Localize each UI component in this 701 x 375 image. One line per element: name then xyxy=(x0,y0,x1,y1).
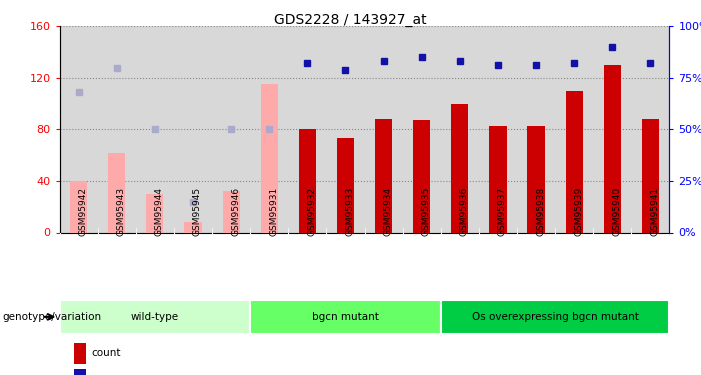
Text: genotype/variation: genotype/variation xyxy=(2,312,101,322)
Text: count: count xyxy=(92,348,121,358)
Bar xyxy=(604,65,621,232)
Bar xyxy=(299,129,316,232)
Text: GSM95943: GSM95943 xyxy=(117,187,125,236)
Text: GSM95942: GSM95942 xyxy=(79,187,88,236)
Bar xyxy=(337,138,354,232)
Bar xyxy=(108,153,125,232)
Text: GSM95931: GSM95931 xyxy=(269,187,278,236)
Text: GSM95945: GSM95945 xyxy=(193,187,202,236)
Bar xyxy=(70,181,87,232)
Text: GSM95944: GSM95944 xyxy=(155,187,164,236)
Text: GSM95935: GSM95935 xyxy=(422,187,430,236)
Bar xyxy=(527,126,545,232)
Bar xyxy=(566,91,583,232)
Text: wild-type: wild-type xyxy=(131,312,179,322)
Text: Os overexpressing bgcn mutant: Os overexpressing bgcn mutant xyxy=(472,312,639,322)
Text: GSM95938: GSM95938 xyxy=(536,187,545,236)
Text: GSM95940: GSM95940 xyxy=(612,187,621,236)
Bar xyxy=(147,194,163,232)
Text: GSM95941: GSM95941 xyxy=(651,187,660,236)
Bar xyxy=(60,300,250,334)
Bar xyxy=(375,119,392,232)
Text: GSM95937: GSM95937 xyxy=(498,187,507,236)
Text: GSM95939: GSM95939 xyxy=(574,187,583,236)
Bar xyxy=(250,300,441,334)
Text: bgcn mutant: bgcn mutant xyxy=(312,312,379,322)
Text: GSM95936: GSM95936 xyxy=(460,187,469,236)
Text: GSM95946: GSM95946 xyxy=(231,187,240,236)
Text: GSM95934: GSM95934 xyxy=(383,187,393,236)
Bar xyxy=(642,119,659,232)
Text: GDS2228 / 143927_at: GDS2228 / 143927_at xyxy=(274,13,427,27)
Text: GSM95933: GSM95933 xyxy=(346,187,355,236)
Bar xyxy=(441,300,669,334)
Text: GSM95932: GSM95932 xyxy=(307,187,316,236)
Bar xyxy=(451,104,468,232)
Bar xyxy=(222,191,240,232)
Bar xyxy=(489,126,507,232)
Bar xyxy=(413,120,430,232)
Bar xyxy=(261,84,278,232)
Bar xyxy=(184,222,202,232)
